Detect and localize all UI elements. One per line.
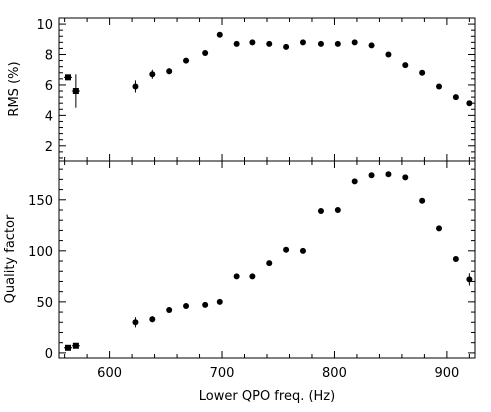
quality-factor-circle-point	[166, 307, 173, 314]
rms-y-axis-label: RMS (%)	[7, 61, 22, 116]
rms-circle-point	[202, 49, 209, 56]
quality-factor-circle-point	[402, 174, 409, 181]
rms-circle-point	[402, 62, 409, 69]
quality-factor-circle-point	[249, 273, 256, 280]
rms-circle-point	[149, 71, 156, 78]
quality-factor-circle-point	[385, 171, 392, 178]
quality-factor-circle-point	[317, 208, 324, 215]
rms-circle-point	[132, 83, 139, 90]
rms-data-points	[63, 31, 473, 108]
quality-factor-circle-point	[233, 273, 240, 280]
quality-factor-y-tick-label: 100	[28, 245, 53, 260]
quality-factor-y-tick-label: 50	[36, 296, 53, 311]
quality-factor-circle-point	[334, 206, 341, 213]
quality-factor-circle-point	[299, 247, 306, 254]
rms-circle-point	[436, 83, 443, 90]
rms-circle-point	[266, 40, 273, 47]
frequency-x-axis-label: Lower QPO freq. (Hz)	[199, 389, 335, 404]
quality-factor-data-points	[63, 171, 473, 351]
rms-circle-point	[368, 42, 375, 49]
frequency-x-tick-label: 900	[434, 366, 459, 381]
quality-factor-circle-point	[436, 225, 443, 232]
rms-circle-point	[351, 39, 358, 46]
quality-factor-circle-point	[183, 302, 190, 309]
rms-circle-point	[466, 100, 473, 107]
rms-circle-point	[419, 69, 426, 76]
rms-circle-point	[334, 40, 341, 47]
rms-circle-point	[249, 39, 256, 46]
quality-factor-circle-point	[452, 255, 459, 262]
quality-factor-circle-point	[466, 276, 473, 283]
rms-panel: 2 4 6 8 10 RMS (%)	[7, 17, 476, 162]
rms-y-tick-labels: 2 4 6 8 10	[36, 18, 53, 155]
rms-axis-ticks	[59, 17, 475, 161]
quality-factor-axis-ticks	[59, 161, 475, 358]
quality-factor-plot-frame	[58, 160, 476, 359]
rms-circle-point	[317, 40, 324, 47]
rms-y-tick-label: 4	[45, 109, 53, 124]
quality-factor-circle-point	[202, 301, 209, 308]
frequency-x-tick-label: 600	[97, 366, 122, 381]
quality-factor-y-tick-label: 150	[28, 194, 53, 209]
rms-circle-point	[166, 68, 173, 75]
rms-circle-point	[299, 39, 306, 46]
quality-factor-circle-point	[419, 197, 426, 204]
quality-factor-y-tick-label: 0	[45, 347, 53, 362]
frequency-x-tick-label: 800	[322, 366, 347, 381]
frequency-x-tick-labels: 600 700 800 900	[97, 366, 459, 381]
quality-factor-y-tick-labels: 0 50 100 150	[28, 194, 53, 362]
quality-factor-circle-point	[351, 178, 358, 185]
quality-factor-circle-point	[149, 316, 156, 323]
rms-circle-point	[216, 31, 223, 38]
quality-factor-circle-point	[283, 246, 290, 253]
rms-circle-point	[283, 43, 290, 50]
rms-circle-point	[233, 40, 240, 47]
frequency-x-tick-label: 700	[210, 366, 235, 381]
rms-circle-point	[183, 57, 190, 64]
quality-factor-circle-point	[132, 319, 139, 326]
rms-y-tick-label: 8	[45, 49, 53, 64]
quality-factor-circle-point	[266, 260, 273, 267]
rms-circle-point	[385, 51, 392, 58]
quality-factor-circle-point	[216, 298, 223, 305]
rms-plot-frame	[58, 17, 476, 162]
quality-factor-y-axis-label: Quality factor	[3, 214, 18, 303]
rms-y-tick-label: 10	[36, 18, 53, 33]
rms-y-tick-label: 6	[45, 79, 53, 94]
quality-factor-panel: 0 50 100 150 600 700 800 900 Quality factor Lo…	[3, 160, 476, 404]
rms-circle-point	[452, 94, 459, 101]
rms-y-tick-label: 2	[45, 140, 53, 155]
quality-factor-circle-point	[368, 172, 375, 179]
